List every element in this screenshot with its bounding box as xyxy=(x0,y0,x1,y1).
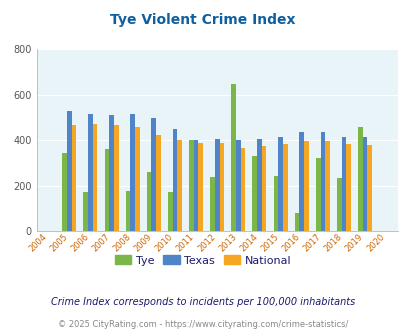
Bar xyxy=(282,144,287,231)
Bar xyxy=(219,143,224,231)
Bar xyxy=(71,125,76,231)
Bar xyxy=(324,141,329,231)
Bar xyxy=(256,139,261,231)
Bar xyxy=(214,139,219,231)
Bar xyxy=(345,144,350,231)
Bar xyxy=(298,132,303,231)
Bar xyxy=(156,135,160,231)
Bar xyxy=(277,137,282,231)
Bar xyxy=(252,156,256,231)
Bar xyxy=(193,140,198,231)
Bar xyxy=(231,84,235,231)
Bar xyxy=(189,140,193,231)
Text: Crime Index corresponds to incidents per 100,000 inhabitants: Crime Index corresponds to incidents per… xyxy=(51,297,354,307)
Bar xyxy=(130,114,135,231)
Bar xyxy=(303,141,308,231)
Bar xyxy=(198,143,202,231)
Bar xyxy=(362,137,367,231)
Bar xyxy=(62,153,67,231)
Bar xyxy=(341,137,345,231)
Bar xyxy=(67,111,71,231)
Bar xyxy=(273,176,277,231)
Bar xyxy=(336,178,341,231)
Bar xyxy=(294,213,298,231)
Bar xyxy=(104,149,109,231)
Bar xyxy=(320,132,324,231)
Bar xyxy=(177,140,181,231)
Bar xyxy=(151,118,156,231)
Bar xyxy=(210,177,214,231)
Bar xyxy=(315,158,320,231)
Bar xyxy=(261,146,266,231)
Bar xyxy=(147,172,151,231)
Bar xyxy=(240,148,245,231)
Text: © 2025 CityRating.com - https://www.cityrating.com/crime-statistics/: © 2025 CityRating.com - https://www.city… xyxy=(58,320,347,329)
Bar xyxy=(168,192,172,231)
Bar xyxy=(235,140,240,231)
Text: Tye Violent Crime Index: Tye Violent Crime Index xyxy=(110,13,295,27)
Bar xyxy=(83,192,88,231)
Bar xyxy=(367,145,371,231)
Bar xyxy=(135,127,139,231)
Bar xyxy=(88,114,92,231)
Bar xyxy=(126,191,130,231)
Legend: Tye, Texas, National: Tye, Texas, National xyxy=(110,251,295,270)
Bar xyxy=(357,127,362,231)
Bar xyxy=(92,124,97,231)
Bar xyxy=(113,125,118,231)
Bar xyxy=(172,129,177,231)
Bar xyxy=(109,115,113,231)
